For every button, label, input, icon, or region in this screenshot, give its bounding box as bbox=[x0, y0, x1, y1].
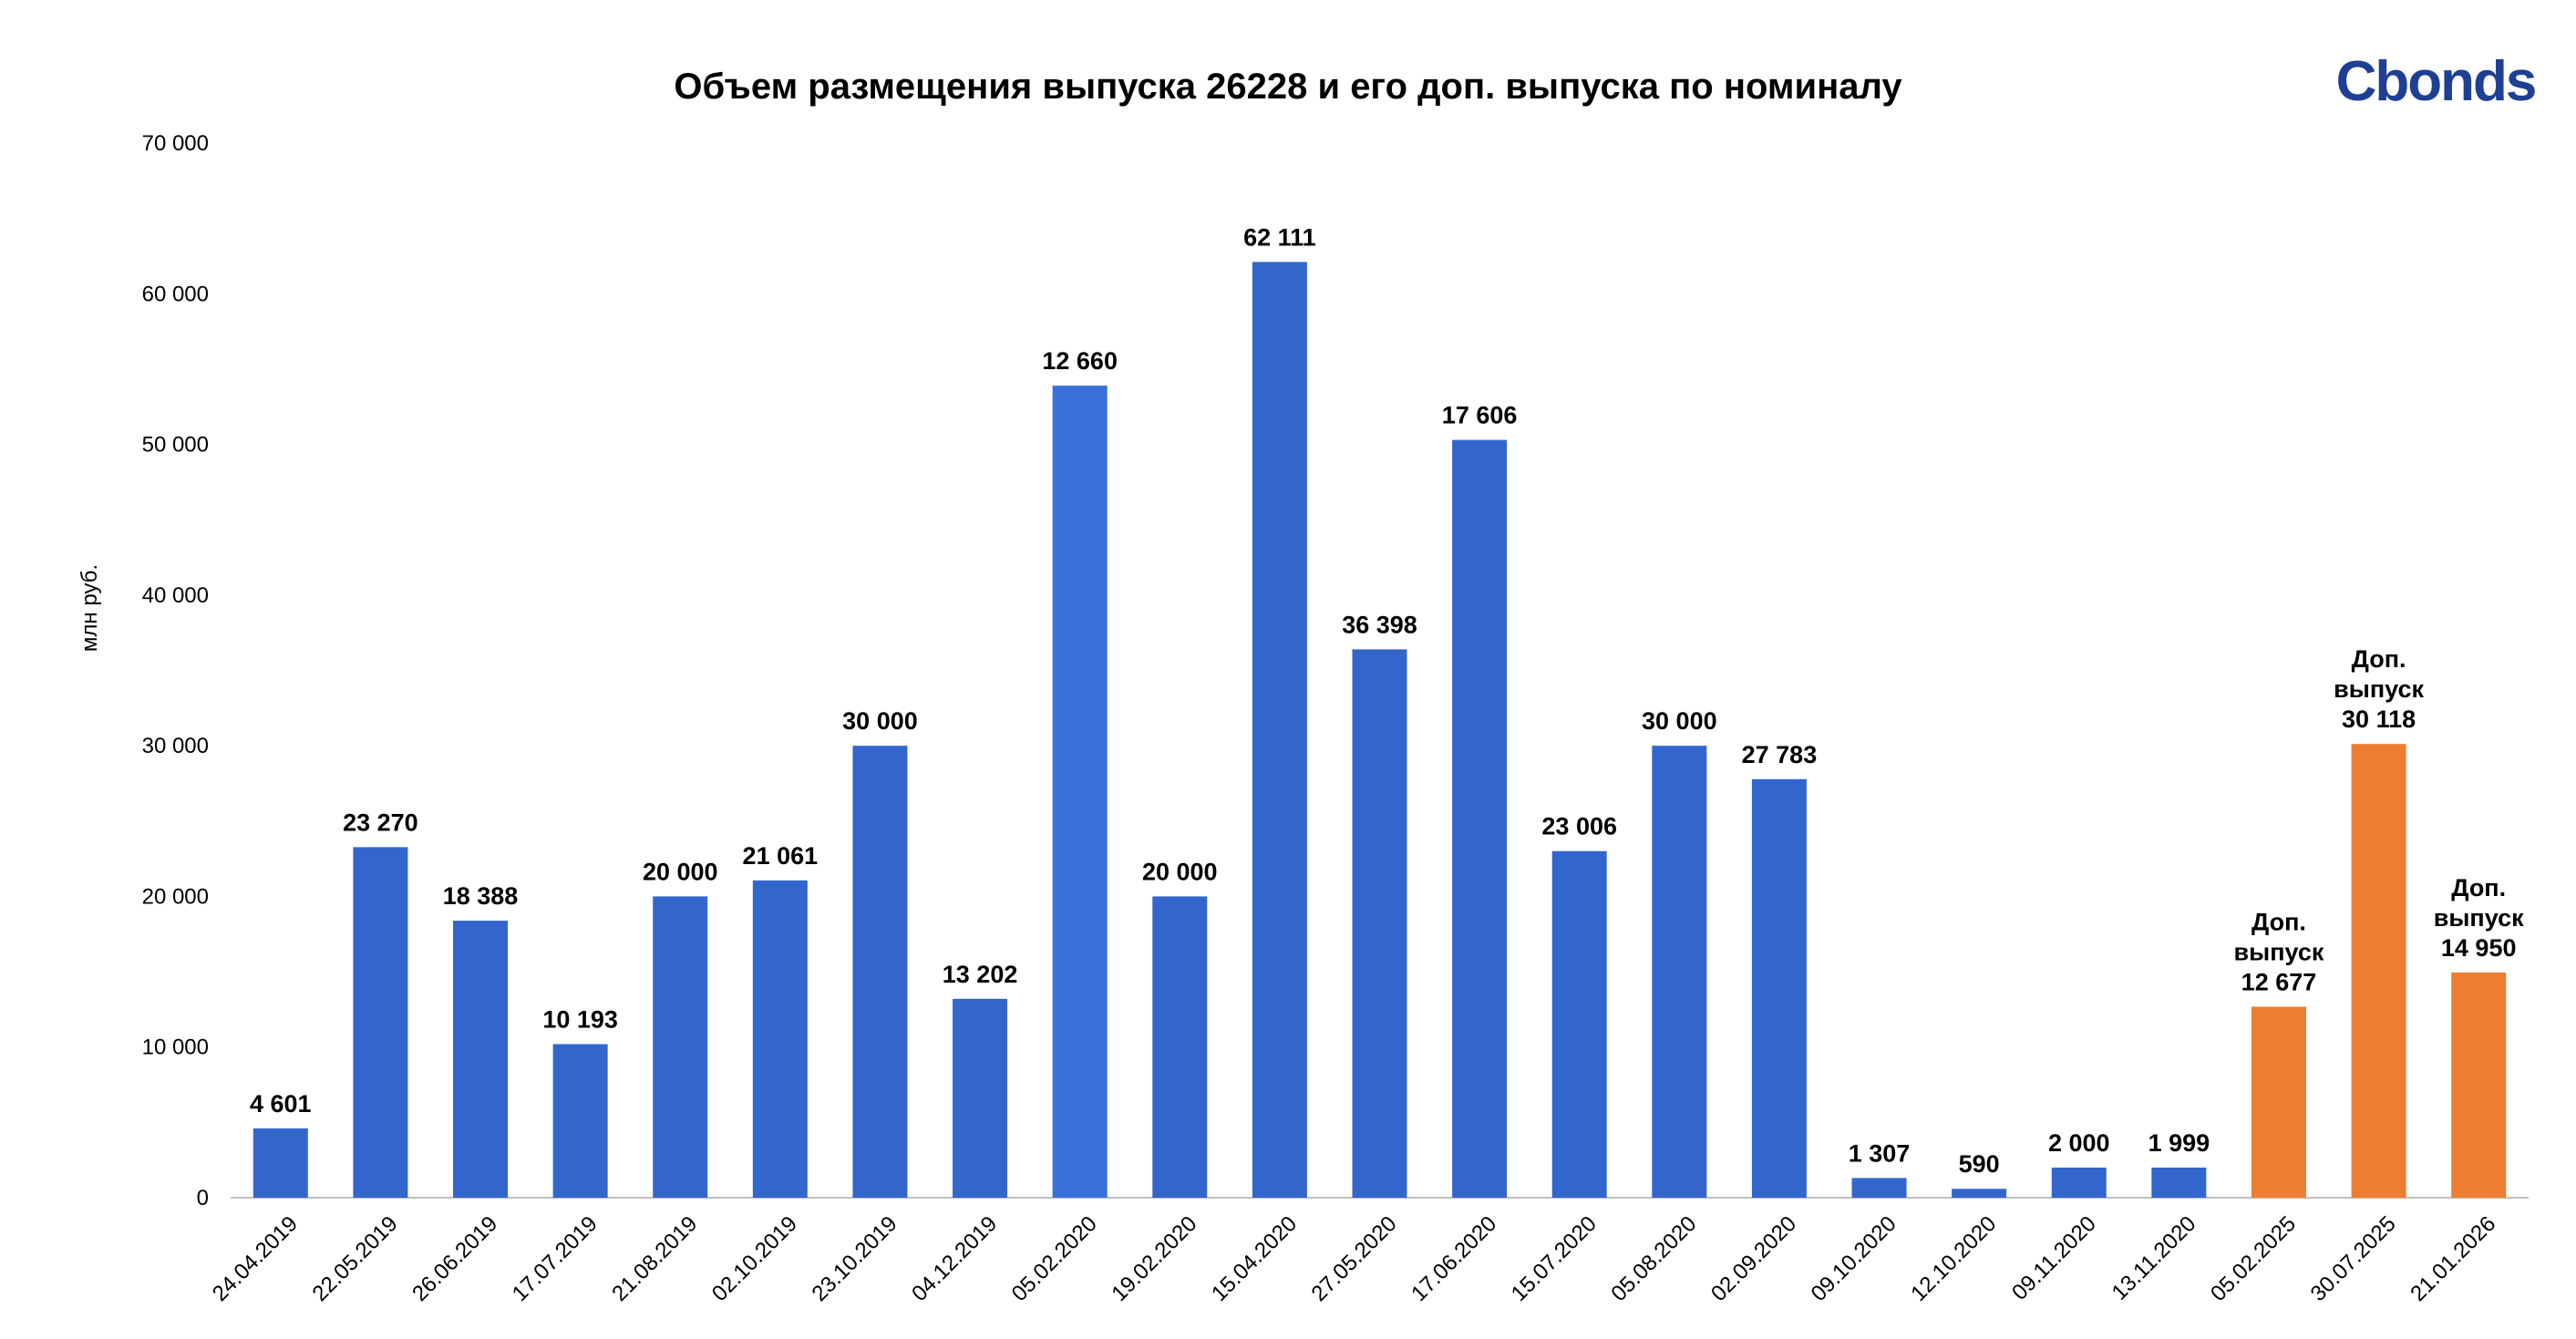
bar-label: 1 999 bbox=[2148, 1129, 2210, 1157]
bar-label: 590 bbox=[1959, 1150, 2000, 1178]
bar bbox=[252, 1128, 308, 1198]
bar-label-line: 12 660 bbox=[1042, 347, 1118, 375]
bar bbox=[1352, 649, 1407, 1198]
bar bbox=[1252, 262, 1307, 1198]
bar bbox=[1052, 386, 1108, 1198]
bar bbox=[1652, 746, 1707, 1198]
bar-label-line: 23 006 bbox=[1541, 813, 1617, 840]
bar bbox=[653, 896, 708, 1198]
y-tick-label: 50 000 bbox=[142, 433, 209, 458]
bar-label: 20 000 bbox=[1142, 858, 1218, 885]
bar-label-line: 30 118 bbox=[2342, 706, 2416, 733]
bar bbox=[453, 921, 509, 1198]
y-tick-label: 60 000 bbox=[142, 282, 209, 306]
bar-label: 13 202 bbox=[943, 961, 1018, 988]
bar-label-line: 1 307 bbox=[1849, 1139, 1911, 1167]
bar-label: 27 783 bbox=[1742, 741, 1818, 768]
bar bbox=[1152, 896, 1208, 1198]
bar bbox=[1452, 439, 1508, 1198]
bar-label: 23 270 bbox=[343, 809, 418, 836]
bar-label-line: 12 677 bbox=[2241, 968, 2317, 995]
bar-label: 62 111 bbox=[1243, 223, 1316, 251]
bar-label-line: выпуск bbox=[2434, 904, 2524, 932]
bar-label-line: 1 999 bbox=[2148, 1129, 2210, 1157]
bar bbox=[2051, 1167, 2107, 1198]
bar bbox=[852, 746, 908, 1198]
bar-label-line: 2 000 bbox=[2048, 1129, 2110, 1157]
bar bbox=[353, 847, 408, 1198]
bar bbox=[752, 880, 808, 1198]
bar bbox=[2151, 1167, 2207, 1198]
bar-label-line: 30 000 bbox=[842, 707, 918, 735]
bar-label-line: 36 398 bbox=[1342, 611, 1417, 638]
bar-label-line: 14 950 bbox=[2441, 934, 2517, 962]
bar bbox=[2251, 1006, 2306, 1198]
bar-label-line: 20 000 bbox=[643, 858, 718, 885]
bar bbox=[1551, 850, 1607, 1198]
bar-label: 2 000 bbox=[2048, 1129, 2110, 1157]
bar-label-line: 10 193 bbox=[542, 1006, 618, 1034]
bar-label: 10 193 bbox=[542, 1006, 618, 1034]
bar bbox=[2351, 744, 2406, 1198]
bar-label: 30 000 bbox=[842, 707, 918, 735]
bar-label: 18 388 bbox=[443, 882, 519, 910]
bar-label-line: 590 bbox=[1959, 1150, 2000, 1178]
y-tick-label: 10 000 bbox=[142, 1035, 209, 1060]
bar-label-line: 27 783 bbox=[1742, 741, 1818, 768]
bar-label-line: 18 388 bbox=[443, 882, 519, 910]
bar bbox=[1751, 778, 1807, 1198]
bar-label-line: 20 000 bbox=[1142, 858, 1218, 885]
bar-label: 20 000 bbox=[643, 858, 718, 885]
logo: Cbonds bbox=[2336, 50, 2536, 113]
bar-label-line: Доп. bbox=[2251, 908, 2306, 935]
bar bbox=[2451, 972, 2507, 1198]
y-tick-label: 20 000 bbox=[142, 884, 209, 909]
bar-label: Доп. выпуск 12 677 bbox=[2234, 908, 2324, 995]
bar-label-line: выпуск bbox=[2334, 675, 2424, 703]
bar-label-line: 21 061 bbox=[743, 842, 819, 870]
bar-label-line: 23 270 bbox=[343, 809, 418, 836]
bar-label: 4 601 bbox=[250, 1090, 312, 1118]
y-axis-label: млн руб. bbox=[77, 564, 102, 652]
y-tick-label: 30 000 bbox=[142, 734, 209, 758]
bar-label-line: Доп. bbox=[2352, 645, 2406, 673]
bar-label-line: 30 000 bbox=[1642, 707, 1717, 735]
bar-label: 12 660 bbox=[1042, 347, 1118, 375]
bar bbox=[552, 1044, 608, 1198]
bar-label: Доп. выпуск 14 950 bbox=[2434, 874, 2524, 962]
bar-label: 23 006 bbox=[1541, 813, 1617, 840]
bar-label-line: 62 111 bbox=[1243, 223, 1316, 251]
chart-title: Объем размещения выпуска 26228 и его доп… bbox=[674, 67, 1902, 107]
bar-label: 21 061 bbox=[743, 842, 819, 870]
y-tick-label: 0 bbox=[197, 1186, 209, 1210]
bar-label-line: Доп. bbox=[2451, 874, 2506, 901]
bar-label-line: 13 202 bbox=[943, 961, 1018, 988]
bar-label: Доп. выпуск 30 118 bbox=[2334, 645, 2424, 733]
bar bbox=[953, 998, 1008, 1198]
bar-label: 1 307 bbox=[1849, 1139, 1911, 1167]
bar-label: 36 398 bbox=[1342, 611, 1417, 638]
bar-label-line: выпуск bbox=[2234, 938, 2324, 965]
bar-label: 30 000 bbox=[1642, 707, 1717, 735]
bar bbox=[1851, 1178, 1907, 1198]
y-tick-label: 70 000 bbox=[142, 131, 209, 156]
bar-label: 17 606 bbox=[1442, 402, 1518, 429]
y-tick-label: 40 000 bbox=[142, 583, 209, 608]
bar bbox=[1952, 1189, 2007, 1198]
bar-label-line: 4 601 bbox=[250, 1090, 312, 1118]
bar-label-line: 17 606 bbox=[1442, 402, 1518, 429]
